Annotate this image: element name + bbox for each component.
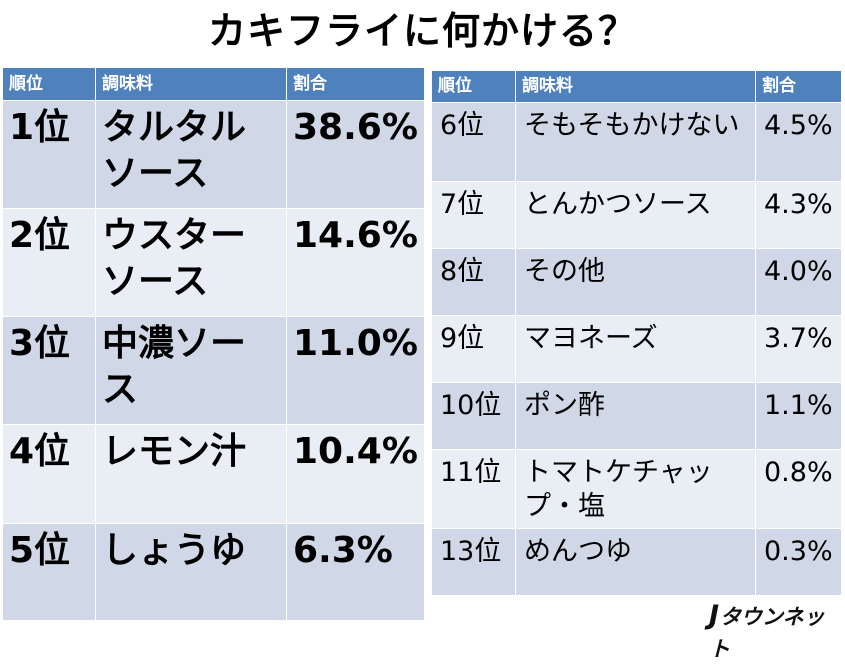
table-row: 7位 とんかつソース 4.3%: [431, 181, 842, 249]
condiment-cell: ウスターソース: [95, 208, 287, 317]
table-row: 5位 しょうゆ 6.3%: [2, 523, 425, 621]
share-cell: 0.3%: [755, 528, 842, 596]
logo-text: タウンネット: [709, 605, 825, 661]
share-cell: 4.0%: [755, 248, 842, 316]
condiment-cell: そもそもかけない: [515, 102, 756, 182]
rank-cell: 1位: [2, 100, 96, 209]
j-logo-icon: J: [709, 600, 720, 631]
header-rank: 順位: [2, 67, 96, 101]
ranking-table-top5: 順位 調味料 割合 1位 タルタルソース 38.6% 2位 ウスターソース 14…: [2, 67, 425, 621]
condiment-cell: しょうゆ: [95, 523, 287, 621]
share-cell: 4.3%: [755, 181, 842, 249]
condiment-cell: レモン汁: [95, 424, 287, 524]
rank-cell: 6位: [431, 102, 516, 182]
rank-cell: 5位: [2, 523, 96, 621]
share-cell: 11.0%: [286, 316, 425, 425]
share-cell: 4.5%: [755, 102, 842, 182]
rank-cell: 13位: [431, 528, 516, 596]
header-rank: 順位: [431, 70, 516, 103]
table-header-row: 順位 調味料 割合: [2, 67, 425, 101]
share-cell: 10.4%: [286, 424, 425, 524]
rank-cell: 7位: [431, 181, 516, 249]
rank-cell: 8位: [431, 248, 516, 316]
rank-cell: 10位: [431, 382, 516, 450]
rank-cell: 9位: [431, 315, 516, 383]
rank-cell: 3位: [2, 316, 96, 425]
condiment-cell: とんかつソース: [515, 181, 756, 249]
header-condiment: 調味料: [515, 70, 756, 103]
rank-cell: 2位: [2, 208, 96, 317]
rank-cell: 4位: [2, 424, 96, 524]
table-row: 11位 トマトケチャップ・塩 0.8%: [431, 449, 842, 529]
rank-cell: 11位: [431, 449, 516, 529]
table-row: 4位 レモン汁 10.4%: [2, 424, 425, 524]
page-title: カキフライに何かける？: [207, 9, 637, 53]
table-row: 8位 その他 4.0%: [431, 248, 842, 316]
share-cell: 0.8%: [755, 449, 842, 529]
header-share: 割合: [286, 67, 425, 101]
table-row: 6位 そもそもかけない 4.5%: [431, 102, 842, 182]
condiment-cell: めんつゆ: [515, 528, 756, 596]
ranking-table-6-13: 順位 調味料 割合 6位 そもそもかけない 4.5% 7位 とんかつソース 4.…: [431, 70, 842, 596]
j-townnet-logo: Jタウンネット: [709, 600, 845, 661]
condiment-cell: マヨネーズ: [515, 315, 756, 383]
share-cell: 3.7%: [755, 315, 842, 383]
table-row: 2位 ウスターソース 14.6%: [2, 208, 425, 317]
share-cell: 1.1%: [755, 382, 842, 450]
table-row: 1位 タルタルソース 38.6%: [2, 100, 425, 209]
table-row: 13位 めんつゆ 0.3%: [431, 528, 842, 596]
share-cell: 14.6%: [286, 208, 425, 317]
condiment-cell: タルタルソース: [95, 100, 287, 209]
table-row: 3位 中濃ソース 11.0%: [2, 316, 425, 425]
condiment-cell: ポン酢: [515, 382, 756, 450]
header-share: 割合: [755, 70, 842, 103]
condiment-cell: 中濃ソース: [95, 316, 287, 425]
header-condiment: 調味料: [95, 67, 287, 101]
condiment-cell: その他: [515, 248, 756, 316]
table-row: 9位 マヨネーズ 3.7%: [431, 315, 842, 383]
table-row: 10位 ポン酢 1.1%: [431, 382, 842, 450]
table-header-row: 順位 調味料 割合: [431, 70, 842, 103]
share-cell: 38.6%: [286, 100, 425, 209]
condiment-cell: トマトケチャップ・塩: [515, 449, 756, 529]
share-cell: 6.3%: [286, 523, 425, 621]
